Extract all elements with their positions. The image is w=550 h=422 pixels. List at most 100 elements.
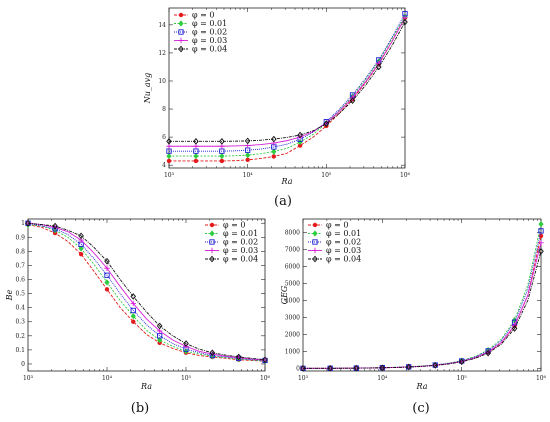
legend-marker (312, 239, 318, 245)
data-point (538, 220, 544, 228)
legend-marker (178, 29, 184, 35)
data-point (511, 325, 518, 332)
data-point (538, 228, 544, 234)
caption-c: (c) (412, 401, 429, 416)
series-line (27, 224, 266, 362)
x-tick-label: 10⁴ (102, 375, 113, 382)
series-line (169, 16, 406, 157)
caption-b: (b) (131, 401, 149, 416)
legend-label: φ = 0 (223, 221, 245, 230)
legend-marker (178, 45, 184, 53)
legend-marker (209, 247, 215, 254)
data-point (271, 148, 277, 155)
series-line (169, 13, 406, 152)
data-point (353, 364, 360, 372)
data-point (78, 232, 84, 240)
legend-marker (312, 222, 318, 228)
legend-label: φ = 0.02 (223, 238, 258, 247)
data-point (485, 349, 491, 357)
data-point (157, 336, 163, 344)
data-point (166, 137, 172, 145)
y-tick-label: 14 (158, 22, 166, 29)
x-tick-label: 10³ (298, 375, 309, 382)
data-point (244, 137, 251, 145)
y-axis-label: Be (5, 289, 14, 301)
x-tick-label: 10⁵ (321, 172, 332, 179)
data-point (379, 364, 386, 372)
series-4 (166, 18, 408, 145)
data-point (166, 158, 172, 164)
data-point (166, 152, 172, 160)
y-tick-label: 0 (296, 365, 300, 372)
legend-marker (312, 247, 318, 254)
y-tick-label: 1000 (285, 348, 300, 355)
data-point (193, 148, 199, 154)
y-axis-label: Nu_avg (143, 73, 152, 105)
data-point (235, 353, 242, 361)
data-point (157, 333, 163, 339)
y-tick-label: 0.7 (15, 262, 25, 269)
series-line (27, 224, 266, 362)
x-tick-label: 10³ (23, 375, 34, 382)
legend-marker (178, 37, 184, 44)
y-tick-label: 0.1 (15, 347, 25, 354)
legend-label: φ = 0.02 (326, 238, 361, 247)
legend-label: φ = 0.04 (223, 255, 258, 264)
y-tick-label: 4000 (285, 298, 300, 305)
y-tick-label: 0.4 (15, 305, 25, 312)
data-point (327, 364, 333, 372)
legend-marker (209, 255, 215, 263)
y-tick-label: 8000 (285, 230, 300, 237)
data-point (405, 363, 412, 371)
legend-marker (312, 230, 318, 237)
series-line (302, 251, 542, 369)
data-point (219, 148, 225, 154)
data-point (271, 154, 277, 159)
data-point (193, 137, 199, 145)
legend-label: φ = 0.01 (192, 19, 227, 28)
legend: φ = 0φ = 0.01φ = 0.02φ = 0.03φ = 0.04 (205, 221, 258, 264)
data-point (52, 222, 58, 230)
data-point (156, 322, 163, 330)
y-tick-label: 0.5 (15, 291, 25, 298)
y-tick-label: 0.8 (15, 248, 25, 255)
series-4 (300, 247, 544, 372)
data-point (104, 265, 110, 271)
series-line (27, 222, 266, 361)
legend-label: φ = 0.01 (326, 229, 361, 238)
x-tick-label: 10⁴ (377, 375, 388, 382)
data-point (219, 152, 225, 160)
legend-label: φ = 0.04 (192, 45, 227, 54)
legend-marker (178, 12, 184, 18)
panel-c-geg: 10³ 10⁴ 10⁵ 10⁶ 0 1000 2000 3000 4000 5000 6000 700… (280, 218, 547, 391)
y-tick-label: 12 (158, 50, 166, 57)
data-point (130, 300, 136, 307)
legend-label: φ = 0.03 (192, 36, 227, 45)
data-point (193, 152, 199, 160)
x-tick-label: 10⁶ (536, 375, 547, 382)
data-point (104, 257, 110, 265)
data-point (209, 349, 216, 357)
caption-a: (a) (274, 194, 292, 209)
legend-label: φ = 0.02 (192, 28, 227, 37)
y-tick-label: 0.9 (15, 234, 25, 241)
y-tick-label: 0.6 (15, 277, 25, 284)
x-axis-label: Ra (416, 382, 428, 391)
data-point (458, 358, 465, 366)
data-point (245, 157, 250, 163)
data-point (375, 63, 382, 71)
x-tick-label: 10⁶ (260, 375, 271, 382)
legend-label: φ = 0.01 (223, 229, 258, 238)
data-point (104, 272, 110, 278)
data-point (349, 97, 356, 104)
legend-label: φ = 0.04 (326, 255, 361, 264)
data-point (538, 240, 544, 246)
data-point (78, 245, 84, 252)
y-tick-label: 0 (21, 361, 25, 368)
legend-label: φ = 0 (326, 221, 348, 230)
y-tick-label: 10 (158, 78, 166, 85)
series-line (27, 222, 266, 361)
series-line (169, 17, 406, 147)
plot-frame (168, 7, 406, 169)
